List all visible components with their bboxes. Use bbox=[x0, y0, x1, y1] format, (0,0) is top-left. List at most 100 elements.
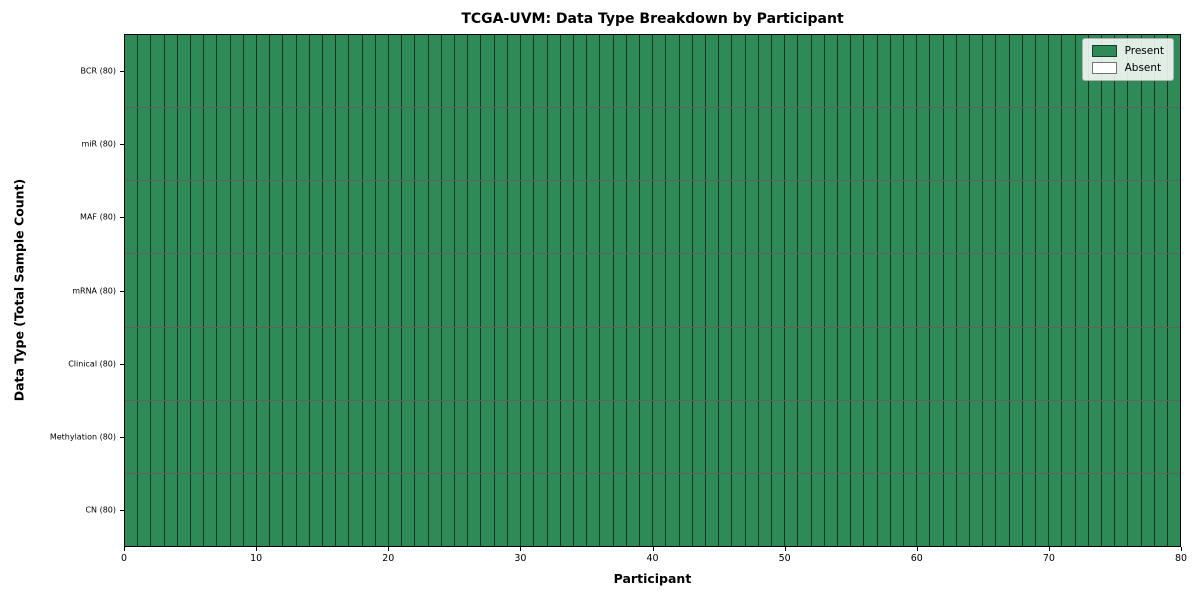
heatmap-cell bbox=[1168, 254, 1181, 327]
heatmap-cell bbox=[956, 35, 970, 108]
heatmap-cell bbox=[719, 473, 733, 546]
heatmap-row-Methylation bbox=[125, 400, 1181, 474]
heatmap-cell bbox=[204, 181, 218, 254]
heatmap-cell bbox=[996, 35, 1010, 108]
heatmap-cell bbox=[481, 181, 495, 254]
heatmap-cell bbox=[521, 35, 535, 108]
heatmap-cell bbox=[389, 254, 403, 327]
heatmap-cell bbox=[428, 254, 442, 327]
heatmap-cell bbox=[1168, 108, 1181, 181]
heatmap-cell bbox=[587, 400, 601, 473]
heatmap-cell bbox=[428, 400, 442, 473]
heatmap-cell bbox=[811, 473, 825, 546]
x-tick-mark bbox=[520, 547, 522, 551]
heatmap-cell bbox=[1141, 327, 1155, 400]
heatmap-cell bbox=[138, 181, 152, 254]
heatmap-cell bbox=[349, 400, 363, 473]
heatmap-cell bbox=[1128, 254, 1142, 327]
heatmap-cell bbox=[785, 327, 799, 400]
heatmap-cell bbox=[1049, 181, 1063, 254]
heatmap-cell bbox=[573, 327, 588, 400]
heatmap-cell bbox=[521, 254, 535, 327]
heatmap-cell bbox=[1088, 108, 1103, 181]
heatmap-cell bbox=[349, 108, 363, 181]
heatmap-cell bbox=[415, 473, 429, 546]
heatmap-cell bbox=[666, 254, 680, 327]
heatmap-cell bbox=[824, 35, 838, 108]
heatmap-cell bbox=[402, 108, 416, 181]
heatmap-cell bbox=[705, 473, 720, 546]
legend-entry-present: Present bbox=[1091, 45, 1164, 57]
heatmap-cell bbox=[785, 254, 799, 327]
heatmap-cell bbox=[257, 327, 271, 400]
x-tick-label: 10 bbox=[250, 553, 263, 564]
heatmap-cell bbox=[956, 327, 970, 400]
heatmap-cell bbox=[1088, 473, 1103, 546]
heatmap-cell bbox=[151, 473, 165, 546]
heatmap-cell bbox=[811, 400, 825, 473]
heatmap-cell bbox=[349, 473, 363, 546]
heatmap-cell bbox=[851, 254, 865, 327]
heatmap-cell bbox=[983, 108, 997, 181]
heatmap-cell bbox=[1102, 327, 1116, 400]
heatmap-cell bbox=[1075, 327, 1089, 400]
heatmap-cell bbox=[468, 35, 482, 108]
heatmap-cell bbox=[1154, 327, 1169, 400]
y-tick-mark bbox=[120, 363, 124, 365]
heatmap-cell bbox=[771, 181, 786, 254]
heatmap-cell bbox=[349, 181, 363, 254]
heatmap-cell bbox=[336, 181, 350, 254]
heatmap-cell bbox=[824, 181, 838, 254]
heatmap-cell bbox=[587, 473, 601, 546]
heatmap-cell bbox=[217, 400, 231, 473]
heatmap-row-mRNA bbox=[125, 254, 1181, 328]
heatmap-cell bbox=[415, 327, 429, 400]
heatmap-cell bbox=[560, 473, 574, 546]
heatmap-cell bbox=[362, 254, 376, 327]
heatmap-cell bbox=[600, 327, 614, 400]
heatmap-cell bbox=[653, 327, 667, 400]
heatmap-cell bbox=[323, 181, 337, 254]
heatmap-cell bbox=[1168, 473, 1181, 546]
heatmap-cell bbox=[1102, 254, 1116, 327]
heatmap-cell bbox=[375, 35, 390, 108]
heatmap-cell bbox=[864, 108, 878, 181]
heatmap-cell bbox=[666, 400, 680, 473]
heatmap-cell bbox=[837, 254, 852, 327]
heatmap-cell bbox=[534, 35, 548, 108]
heatmap-cell bbox=[191, 108, 205, 181]
heatmap-cell bbox=[1062, 181, 1076, 254]
heatmap-cell bbox=[507, 473, 522, 546]
heatmap-cell bbox=[1088, 181, 1103, 254]
heatmap-cell bbox=[758, 108, 772, 181]
heatmap-cell bbox=[270, 473, 284, 546]
heatmap-cell bbox=[177, 108, 192, 181]
heatmap-cell bbox=[402, 181, 416, 254]
x-tick-mark bbox=[388, 547, 390, 551]
chart-title: TCGA-UVM: Data Type Breakdown by Partici… bbox=[461, 11, 844, 27]
heatmap-cell bbox=[851, 327, 865, 400]
heatmap-cell bbox=[151, 35, 165, 108]
heatmap-cell bbox=[705, 254, 720, 327]
heatmap-cell bbox=[415, 181, 429, 254]
heatmap-cell bbox=[903, 400, 918, 473]
heatmap-cell bbox=[336, 108, 350, 181]
heatmap-cell bbox=[191, 400, 205, 473]
heatmap-cell bbox=[507, 35, 522, 108]
heatmap-cell bbox=[507, 254, 522, 327]
heatmap-cell bbox=[283, 327, 297, 400]
heatmap-cell bbox=[930, 108, 944, 181]
heatmap-cell bbox=[336, 254, 350, 327]
heatmap-cell bbox=[138, 473, 152, 546]
heatmap-cell bbox=[455, 254, 469, 327]
heatmap-cell bbox=[534, 327, 548, 400]
heatmap-cell bbox=[151, 327, 165, 400]
heatmap-cell bbox=[138, 254, 152, 327]
heatmap-cell bbox=[204, 400, 218, 473]
heatmap-cell bbox=[270, 181, 284, 254]
heatmap-cell bbox=[455, 473, 469, 546]
heatmap-cell bbox=[745, 108, 759, 181]
heatmap-cell bbox=[996, 327, 1010, 400]
heatmap-cell bbox=[270, 108, 284, 181]
